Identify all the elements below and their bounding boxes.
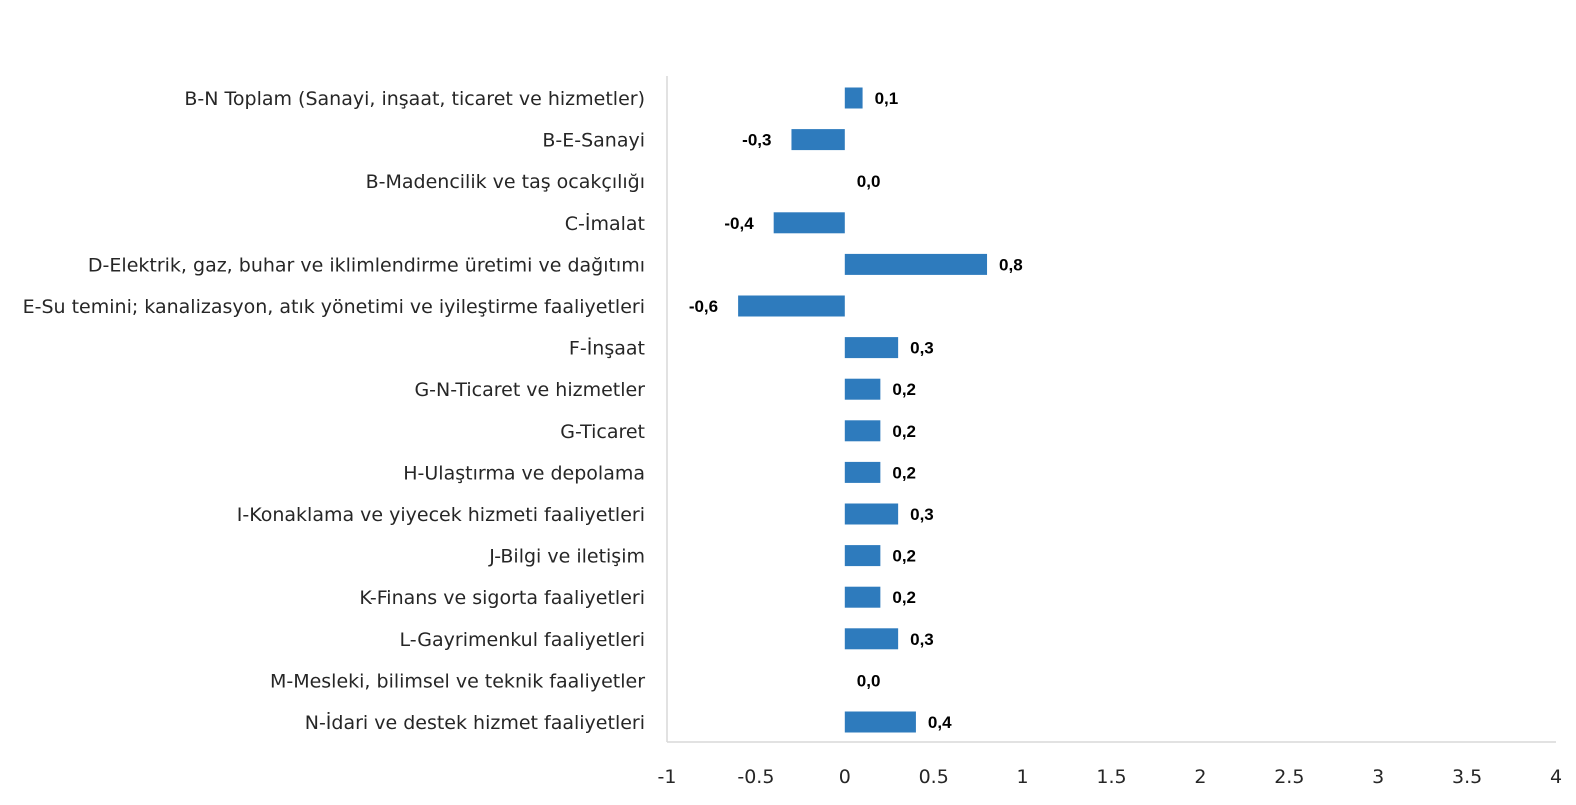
data-label: -0,4 — [724, 214, 754, 233]
bar — [844, 87, 863, 109]
data-label: 0,0 — [857, 671, 881, 690]
bar — [844, 461, 881, 483]
data-label: 0,3 — [910, 630, 934, 649]
data-label: 0,1 — [875, 89, 899, 108]
x-tick-label: 1 — [1017, 766, 1029, 788]
x-tick-label: 2.5 — [1274, 766, 1304, 788]
x-tick-labels-group: -1 -0.5 0 0.5 1 1.5 2 2.5 3 3.5 4 — [658, 766, 1563, 788]
category-labels-group: B-N Toplam (Sanayi, inşaat, ticaret ve h… — [23, 88, 646, 734]
data-label: 0,2 — [892, 380, 916, 399]
x-tick-label: 0 — [839, 766, 851, 788]
x-tick-label: 1.5 — [1096, 766, 1126, 788]
data-label: 0,3 — [910, 505, 934, 524]
category-label: G-N-Ticaret ve hizmetler — [414, 379, 645, 401]
data-labels-group: 0,1 -0,3 0,0 -0,4 0,8 -0,6 0,3 0,2 0,2 0,2 0,3 0,2 0… — [689, 89, 1023, 732]
bar — [773, 212, 845, 234]
bar — [844, 420, 881, 442]
category-label: E-Su temini; kanalizasyon, atık yönetimi… — [23, 296, 645, 318]
category-label: K-Finans ve sigorta faaliyetleri — [359, 587, 645, 609]
bars-group — [738, 87, 988, 733]
x-tick-label: 0.5 — [919, 766, 949, 788]
bar — [844, 378, 881, 400]
data-label: -0,6 — [689, 297, 718, 316]
data-label: 0,4 — [928, 713, 952, 732]
data-label: 0,3 — [910, 339, 934, 358]
bar — [844, 711, 916, 733]
bar — [844, 503, 899, 525]
data-label: 0,2 — [892, 422, 916, 441]
x-tick-label: 3 — [1372, 766, 1384, 788]
category-label: B-N Toplam (Sanayi, inşaat, ticaret ve h… — [184, 88, 645, 110]
data-label: 0,2 — [892, 463, 916, 482]
data-label: 0,8 — [999, 255, 1023, 274]
data-label: 0,2 — [892, 588, 916, 607]
category-label: F-İnşaat — [569, 337, 645, 360]
category-label: G-Ticaret — [560, 421, 645, 443]
data-label: 0,2 — [892, 547, 916, 566]
bar — [844, 628, 899, 650]
bar — [844, 545, 881, 567]
x-tick-label: 4 — [1550, 766, 1562, 788]
category-label: M-Mesleki, bilimsel ve teknik faaliyetle… — [270, 670, 645, 692]
x-tick-label: -0.5 — [737, 766, 774, 788]
x-tick-label: 3.5 — [1452, 766, 1482, 788]
x-tick-label: 2 — [1194, 766, 1206, 788]
category-label: J-Bilgi ve iletişim — [488, 546, 645, 568]
data-label: -0,3 — [742, 131, 771, 150]
category-label: I-Konaklama ve yiyecek hizmeti faaliyetl… — [237, 504, 645, 526]
bar — [844, 337, 899, 359]
category-label: D-Elektrik, gaz, buhar ve iklimlendirme … — [88, 254, 645, 276]
category-label: B-E-Sanayi — [542, 130, 645, 152]
bar — [844, 253, 988, 275]
category-label: B-Madencilik ve taş ocakçılığı — [366, 171, 645, 193]
category-label: C-İmalat — [565, 212, 645, 235]
x-tick-label: -1 — [658, 766, 677, 788]
category-label: H-Ulaştırma ve depolama — [403, 462, 645, 484]
data-label: 0,0 — [857, 172, 881, 191]
bar — [791, 129, 845, 151]
bar — [844, 586, 881, 608]
category-label: L-Gayrimenkul faaliyetleri — [400, 629, 646, 651]
category-label: N-İdari ve destek hizmet faaliyetleri — [305, 711, 645, 734]
bar — [738, 295, 845, 317]
